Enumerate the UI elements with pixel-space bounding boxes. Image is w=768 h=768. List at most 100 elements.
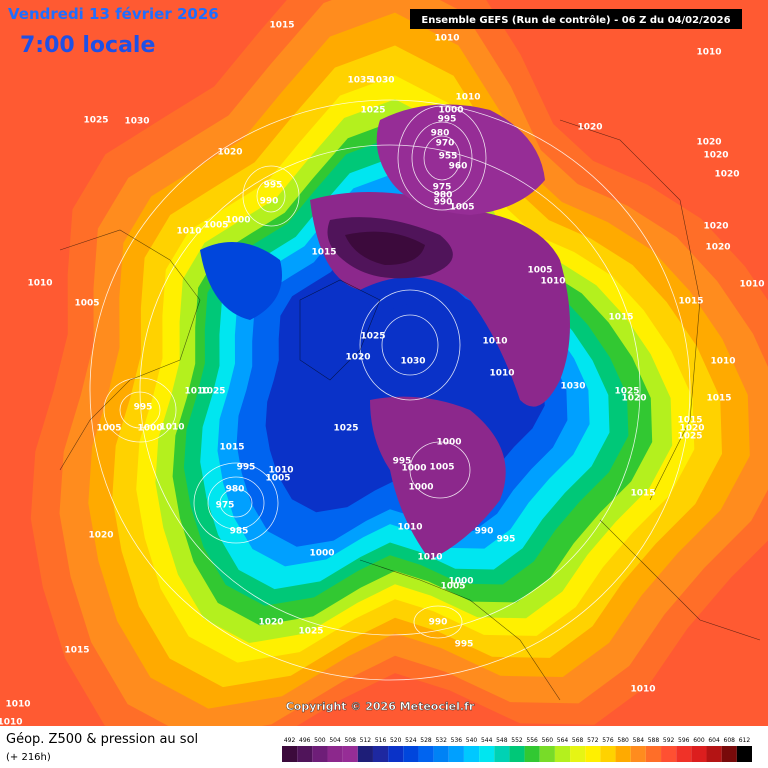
pressure-label: 995: [393, 457, 412, 467]
scale-swatch: [721, 746, 737, 762]
scale-label: 508: [344, 737, 356, 744]
scale-label: 528: [420, 737, 432, 744]
pressure-label: 985: [230, 527, 249, 537]
pressure-label: 1020: [258, 618, 283, 628]
scale-label: 612: [739, 737, 751, 744]
forecast-time: 7:00 locale: [20, 33, 155, 58]
pressure-label: 1010: [176, 227, 201, 237]
legend-lead: (+ 216h): [6, 752, 51, 763]
pressure-label: 1020: [703, 222, 728, 232]
pressure-label: 975: [433, 183, 452, 193]
pressure-label: 1005: [429, 463, 454, 473]
pressure-label: 1005: [449, 203, 474, 213]
pressure-label: 1015: [706, 394, 731, 404]
pressure-label: 1000: [137, 424, 162, 434]
pressure-label: 980: [431, 129, 450, 139]
pressure-label: 1010: [696, 48, 721, 58]
pressure-label: 955: [439, 152, 458, 162]
scale-label: 512: [360, 737, 372, 744]
pressure-label: 1025: [298, 627, 323, 637]
scale-label: 560: [542, 737, 554, 744]
pressure-label: 1015: [64, 646, 89, 656]
pressure-label: 1015: [608, 313, 633, 323]
scale-swatch: [661, 746, 677, 762]
scale-label: 604: [708, 737, 720, 744]
pressure-label: 1010: [417, 553, 442, 563]
scale-label: 544: [481, 737, 493, 744]
pressure-label: 975: [216, 501, 235, 511]
pressure-label: 1025: [360, 332, 385, 342]
pressure-label: 1020: [703, 151, 728, 161]
pressure-label: 995: [237, 463, 256, 473]
pressure-label: 995: [264, 181, 283, 191]
pressure-label: 1025: [200, 387, 225, 397]
scale-swatch: [691, 746, 707, 762]
scale-label: 520: [390, 737, 402, 744]
pressure-label: 970: [436, 139, 455, 149]
geopotential-band: [385, 303, 451, 381]
scale-label: 584: [633, 737, 645, 744]
pressure-label: 1025: [614, 387, 639, 397]
pressure-label: 1010: [489, 369, 514, 379]
pressure-label: 1015: [311, 248, 336, 258]
pressure-label: 1000: [448, 577, 473, 587]
scale-swatch: [570, 746, 586, 762]
run-banner: [410, 9, 742, 29]
scale-swatch: [282, 746, 298, 762]
scale-label: 504: [329, 737, 341, 744]
pressure-label: 1005: [265, 474, 290, 484]
pressure-label: 995: [134, 403, 153, 413]
pressure-label: 1000: [438, 106, 463, 116]
pressure-label: 1025: [677, 432, 702, 442]
scale-swatch: [312, 746, 328, 762]
pressure-label: 1030: [124, 117, 149, 127]
pressure-label: 1030: [400, 357, 425, 367]
scale-label: 492: [284, 737, 296, 744]
scale-label: 548: [496, 737, 508, 744]
color-scale: 492 496 500 504 508 512 516 520 524 528 532 536 540 5…: [282, 737, 752, 762]
pressure-label: 1010: [434, 34, 459, 44]
scale-label: 568: [572, 737, 584, 744]
scale-swatch: [524, 746, 540, 762]
pressure-label: 995: [497, 535, 516, 545]
scale-swatch: [554, 746, 571, 762]
scale-label: 540: [466, 737, 478, 744]
pressure-label: 1010: [5, 700, 30, 710]
scale-label: 592: [663, 737, 675, 744]
scale-swatch: [630, 746, 646, 762]
pressure-label: 1005: [440, 582, 465, 592]
scale-label: 556: [526, 737, 538, 744]
pressure-label: 1020: [621, 394, 646, 404]
pressure-label: 1025: [333, 424, 358, 434]
legend-title: Géop. Z500 & pression au sol: [6, 732, 198, 747]
scale-swatch: [479, 746, 495, 762]
pressure-label: 1020: [217, 148, 242, 158]
scale-swatch: [600, 746, 616, 762]
coastlines: [59, 119, 761, 701]
pressure-label: 1035: [347, 76, 372, 86]
pressure-label: 1010: [710, 357, 735, 367]
pressure-label: 1010: [0, 718, 23, 728]
scale-label: 552: [511, 737, 523, 744]
pressure-label: 1010: [268, 466, 293, 476]
scale-swatch: [676, 746, 692, 762]
pressure-label: 990: [429, 618, 448, 628]
pressure-label: 1020: [88, 531, 113, 541]
isobars: [89, 99, 691, 681]
pressure-label: 1020: [577, 123, 602, 133]
scale-swatch: [388, 746, 404, 762]
geopotential-band: [200, 242, 282, 320]
run-info: Ensemble GEFS (Run de contrôle) - 06 Z d…: [421, 14, 730, 26]
scale-swatch: [357, 746, 373, 762]
scale-label: 496: [299, 737, 311, 744]
scale-label: 516: [375, 737, 387, 744]
pressure-label: 990: [434, 198, 453, 208]
pressure-label: 1010: [397, 523, 422, 533]
forecast-date: Vendredi 13 février 2026: [8, 5, 219, 23]
pressure-label: 1020: [679, 424, 704, 434]
pressure-label: 1005: [203, 221, 228, 231]
scale-swatch: [372, 746, 389, 762]
scale-swatch: [736, 746, 752, 762]
pressure-label: 1010: [27, 279, 52, 289]
